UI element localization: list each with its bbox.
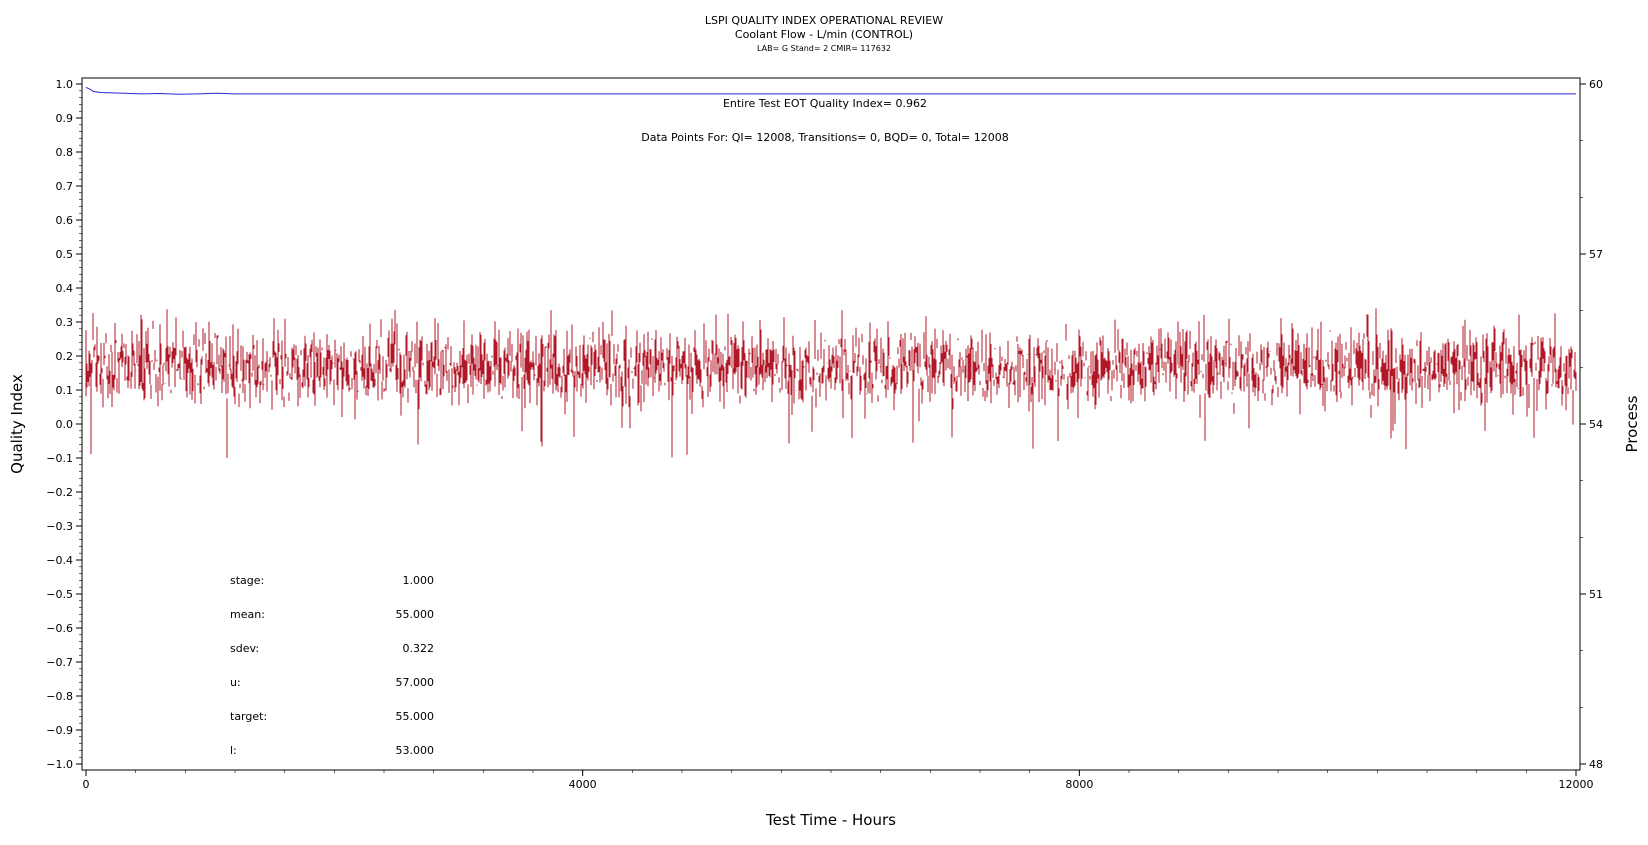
y-tick-label: −0.3 (46, 520, 73, 533)
y-tick-label: 0.2 (56, 350, 74, 363)
chart-info-line: LAB= G Stand= 2 CMIR= 117632 (757, 44, 891, 53)
y-tick-label: 0.1 (56, 384, 74, 397)
y-tick-label: 0.9 (56, 112, 74, 125)
right-axis-ticks: 60 57 54 51 48 (1580, 78, 1603, 771)
y2-axis-title: Process (1623, 395, 1641, 452)
stat-label: mean: (230, 608, 265, 621)
bottom-axis-ticks: 0 4000 8000 12000 (83, 770, 1594, 791)
process-series-path (85, 308, 1577, 458)
stat-label: sdev: (230, 642, 259, 655)
x-tick-label: 0 (83, 778, 90, 791)
left-axis-ticks: 1.0 0.9 0.8 0.7 0.6 0.5 0.4 0.3 0.2 0.1 0.0 −0.1 −0.… (46, 78, 82, 771)
y-tick-label: 0.6 (56, 214, 74, 227)
stat-value: 1.000 (403, 574, 435, 587)
y-tick-label: 0.0 (56, 418, 74, 431)
series-quality-index-line (85, 86, 1576, 95)
stat-value: 53.000 (396, 744, 435, 757)
y2-tick-label: 54 (1589, 418, 1603, 431)
stat-value: 0.322 (403, 642, 435, 655)
stat-label: stage: (230, 574, 264, 587)
y2-tick-label: 60 (1589, 78, 1603, 91)
stat-label: l: (230, 744, 237, 757)
y-tick-label: −0.8 (46, 690, 73, 703)
plot-frame (81, 77, 1581, 771)
data-points-annotation: Data Points For: QI= 12008, Transitions=… (641, 131, 1009, 144)
y2-tick-label: 48 (1589, 758, 1603, 771)
y-tick-label: −0.6 (46, 622, 73, 635)
stat-value: 55.000 (396, 608, 435, 621)
x-axis-title: Test Time - Hours (765, 811, 896, 829)
x-tick-label: 8000 (1065, 778, 1093, 791)
stat-label: u: (230, 676, 241, 689)
series-process-bars (85, 308, 1577, 458)
y-tick-label: −0.7 (46, 656, 73, 669)
y2-tick-label: 51 (1589, 588, 1603, 601)
x-tick-label: 12000 (1559, 778, 1594, 791)
y-tick-label: −0.2 (46, 486, 73, 499)
y-tick-label: −0.9 (46, 724, 73, 737)
y-tick-label: 0.5 (56, 248, 74, 261)
stat-value: 57.000 (396, 676, 435, 689)
y-tick-label: −1.0 (46, 758, 73, 771)
y-tick-label: 0.7 (56, 180, 74, 193)
stat-value: 55.000 (396, 710, 435, 723)
y-tick-label: 1.0 (56, 78, 74, 91)
chart-title: LSPI QUALITY INDEX OPERATIONAL REVIEW (705, 14, 943, 27)
y-tick-label: 0.4 (56, 282, 74, 295)
y-axis-title: Quality Index (8, 374, 26, 474)
x-tick-label: 4000 (569, 778, 597, 791)
y-tick-label: 0.8 (56, 146, 74, 159)
stat-label: target: (230, 710, 267, 723)
y-tick-label: −0.1 (46, 452, 73, 465)
y-tick-label: −0.4 (46, 554, 73, 567)
y2-tick-label: 57 (1589, 248, 1603, 261)
y-tick-label: 0.3 (56, 316, 74, 329)
eot-quality-annotation: Entire Test EOT Quality Index= 0.962 (723, 97, 927, 110)
y-tick-label: −0.5 (46, 588, 73, 601)
stats-block: stage: 1.000 mean: 55.000 sdev: 0.322 u: 57.000… (230, 574, 434, 757)
chart-subtitle: Coolant Flow - L/min (CONTROL) (735, 28, 913, 41)
